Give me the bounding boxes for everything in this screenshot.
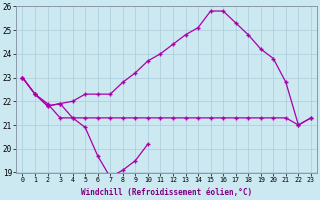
X-axis label: Windchill (Refroidissement éolien,°C): Windchill (Refroidissement éolien,°C) [81, 188, 252, 197]
